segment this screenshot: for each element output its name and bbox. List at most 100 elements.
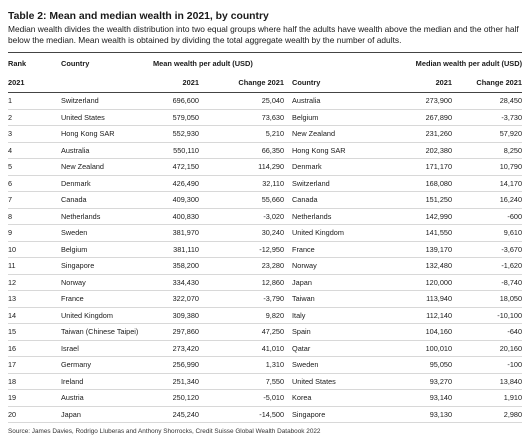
mean-country-cell: Australia	[61, 142, 149, 159]
median-value-cell: 93,140	[380, 389, 453, 407]
mean-value-cell: 409,300	[149, 191, 199, 209]
table-row: 4 Australia 550,110 66,350 Hong Kong SAR 202,…	[8, 142, 523, 159]
median-change-cell: -1,620	[452, 257, 523, 275]
median-group-header: Median wealth per adult (USD)	[415, 58, 523, 68]
mean-country-cell: France	[61, 290, 149, 308]
table-row: 1 Switzerland 696,600 25,040 Australia 273,90…	[8, 92, 523, 110]
mean-change-cell: -12,950	[199, 241, 285, 258]
median-country-cell: Hong Kong SAR	[284, 142, 381, 159]
median-value-cell: 100,010	[380, 340, 453, 357]
median-value-cell: 141,550	[380, 224, 453, 242]
median-value-cell: 95,050	[380, 356, 453, 374]
table-body: 1 Switzerland 696,600 25,040 Australia 273,90…	[8, 92, 523, 423]
median-country-cell: Taiwan	[284, 290, 381, 308]
mean-value-cell: 400,830	[149, 208, 199, 225]
mean-value-cell: 579,050	[149, 109, 199, 126]
mean-value-cell: 696,600	[149, 92, 199, 110]
table-subtitle: Median wealth divides the wealth distrib…	[8, 24, 519, 45]
rank-cell: 19	[8, 389, 61, 407]
mean-value-cell: 472,150	[149, 158, 199, 176]
mean-change-cell: -3,790	[199, 290, 285, 308]
table-row: 18 Ireland 251,340 7,550 United States 93,270…	[8, 373, 523, 390]
mean-value-cell: 250,120	[149, 389, 199, 407]
mean-change-cell: 47,250	[199, 323, 285, 341]
mean-country-cell: Japan	[61, 406, 149, 423]
table-title: Table 2: Mean and median wealth in 2021,…	[8, 11, 269, 22]
median-value-cell: 267,890	[380, 109, 453, 126]
median-value-cell: 93,270	[380, 373, 453, 390]
mean-change-cell: 23,280	[199, 257, 285, 275]
median-country-cell: Canada	[284, 191, 381, 209]
mean-change-cell: 25,040	[199, 92, 285, 110]
median-change-cell: -640	[452, 323, 523, 341]
rank-cell: 8	[8, 208, 61, 225]
rank-year-header: 2021	[8, 73, 61, 93]
mean-value-cell: 245,240	[149, 406, 199, 423]
median-country-cell: Sweden	[284, 356, 381, 374]
median-country-cell: Spain	[284, 323, 381, 341]
rank-cell: 5	[8, 158, 61, 176]
rank-cell: 3	[8, 125, 61, 143]
rank-cell: 15	[8, 323, 61, 341]
median-change-cell: -10,100	[452, 307, 523, 324]
mean-change-cell: -14,500	[199, 406, 285, 423]
rank-cell: 2	[8, 109, 61, 126]
mean-change-cell: 9,820	[199, 307, 285, 324]
mean-country-cell: Norway	[61, 274, 149, 291]
table-row: 5 New Zealand 472,150 114,290 Denmark 171,170…	[8, 158, 523, 176]
header-row-sub: 2021 2021 Change 2021 Country 2021 Chang…	[8, 73, 523, 93]
mean-country-cell: United Kingdom	[61, 307, 149, 324]
table-row: 6 Denmark 426,490 32,110 Switzerland 168,080 1…	[8, 175, 523, 192]
median-value-cell: 142,990	[380, 208, 453, 225]
mean-change-cell: 41,010	[199, 340, 285, 357]
mean-value-cell: 273,420	[149, 340, 199, 357]
table-row: 19 Austria 250,120 -5,010 Korea 93,140 1,910	[8, 389, 523, 407]
median-country-cell: New Zealand	[284, 125, 381, 143]
median-value-cell: 112,140	[380, 307, 453, 324]
median-change-cell: -3,670	[452, 241, 523, 258]
source-note: Source: James Davies, Rodrigo Lluberas a…	[8, 428, 321, 435]
mean-value-cell: 552,930	[149, 125, 199, 143]
median-value-header: 2021	[380, 73, 453, 93]
mean-country-cell: Taiwan (Chinese Taipei)	[61, 323, 149, 341]
median-change-cell: 20,160	[452, 340, 523, 357]
table-row: 11 Singapore 358,200 23,280 Norway 132,480 -1,…	[8, 257, 523, 275]
mean-country-cell: Belgium	[61, 241, 149, 258]
median-value-cell: 132,480	[380, 257, 453, 275]
median-value-cell: 104,160	[380, 323, 453, 341]
median-country-cell: Norway	[284, 257, 381, 275]
mean-change-cell: -5,010	[199, 389, 285, 407]
median-country-cell: Qatar	[284, 340, 381, 357]
median-value-cell: 231,260	[380, 125, 453, 143]
table-row: 8 Netherlands 400,830 -3,020 Netherlands 142,…	[8, 208, 523, 225]
median-value-cell: 120,000	[380, 274, 453, 291]
median-country-cell: Belgium	[284, 109, 381, 126]
mean-country-cell: Canada	[61, 191, 149, 209]
mean-change-cell: -3,020	[199, 208, 285, 225]
median-country-cell: Singapore	[284, 406, 381, 423]
mean-change-cell: 73,630	[199, 109, 285, 126]
mean-country-cell: Switzerland	[61, 92, 149, 110]
mean-country-cell: Singapore	[61, 257, 149, 275]
mean-change-cell: 12,860	[199, 274, 285, 291]
rank-cell: 6	[8, 175, 61, 192]
median-change-cell: 13,840	[452, 373, 523, 390]
table-row: 2 United States 579,050 73,630 Belgium 267,89…	[8, 109, 523, 126]
table-row: 16 Israel 273,420 41,010 Qatar 100,010 20,160	[8, 340, 523, 357]
rank-cell: 13	[8, 290, 61, 308]
median-country-cell: United Kingdom	[284, 224, 381, 242]
rank-cell: 16	[8, 340, 61, 357]
mean-country-cell: Germany	[61, 356, 149, 374]
median-change-cell: -8,740	[452, 274, 523, 291]
rank-cell: 11	[8, 257, 61, 275]
mean-value-cell: 256,990	[149, 356, 199, 374]
mean-value-cell: 550,110	[149, 142, 199, 159]
median-change-cell: 57,920	[452, 125, 523, 143]
median-change-cell: 18,050	[452, 290, 523, 308]
mean-change-cell: 30,240	[199, 224, 285, 242]
mean-value-cell: 381,110	[149, 241, 199, 258]
mean-value-cell: 334,430	[149, 274, 199, 291]
rank-header: Rank	[8, 58, 27, 68]
table-row: 3 Hong Kong SAR 552,930 5,210 New Zealand 231…	[8, 125, 523, 143]
